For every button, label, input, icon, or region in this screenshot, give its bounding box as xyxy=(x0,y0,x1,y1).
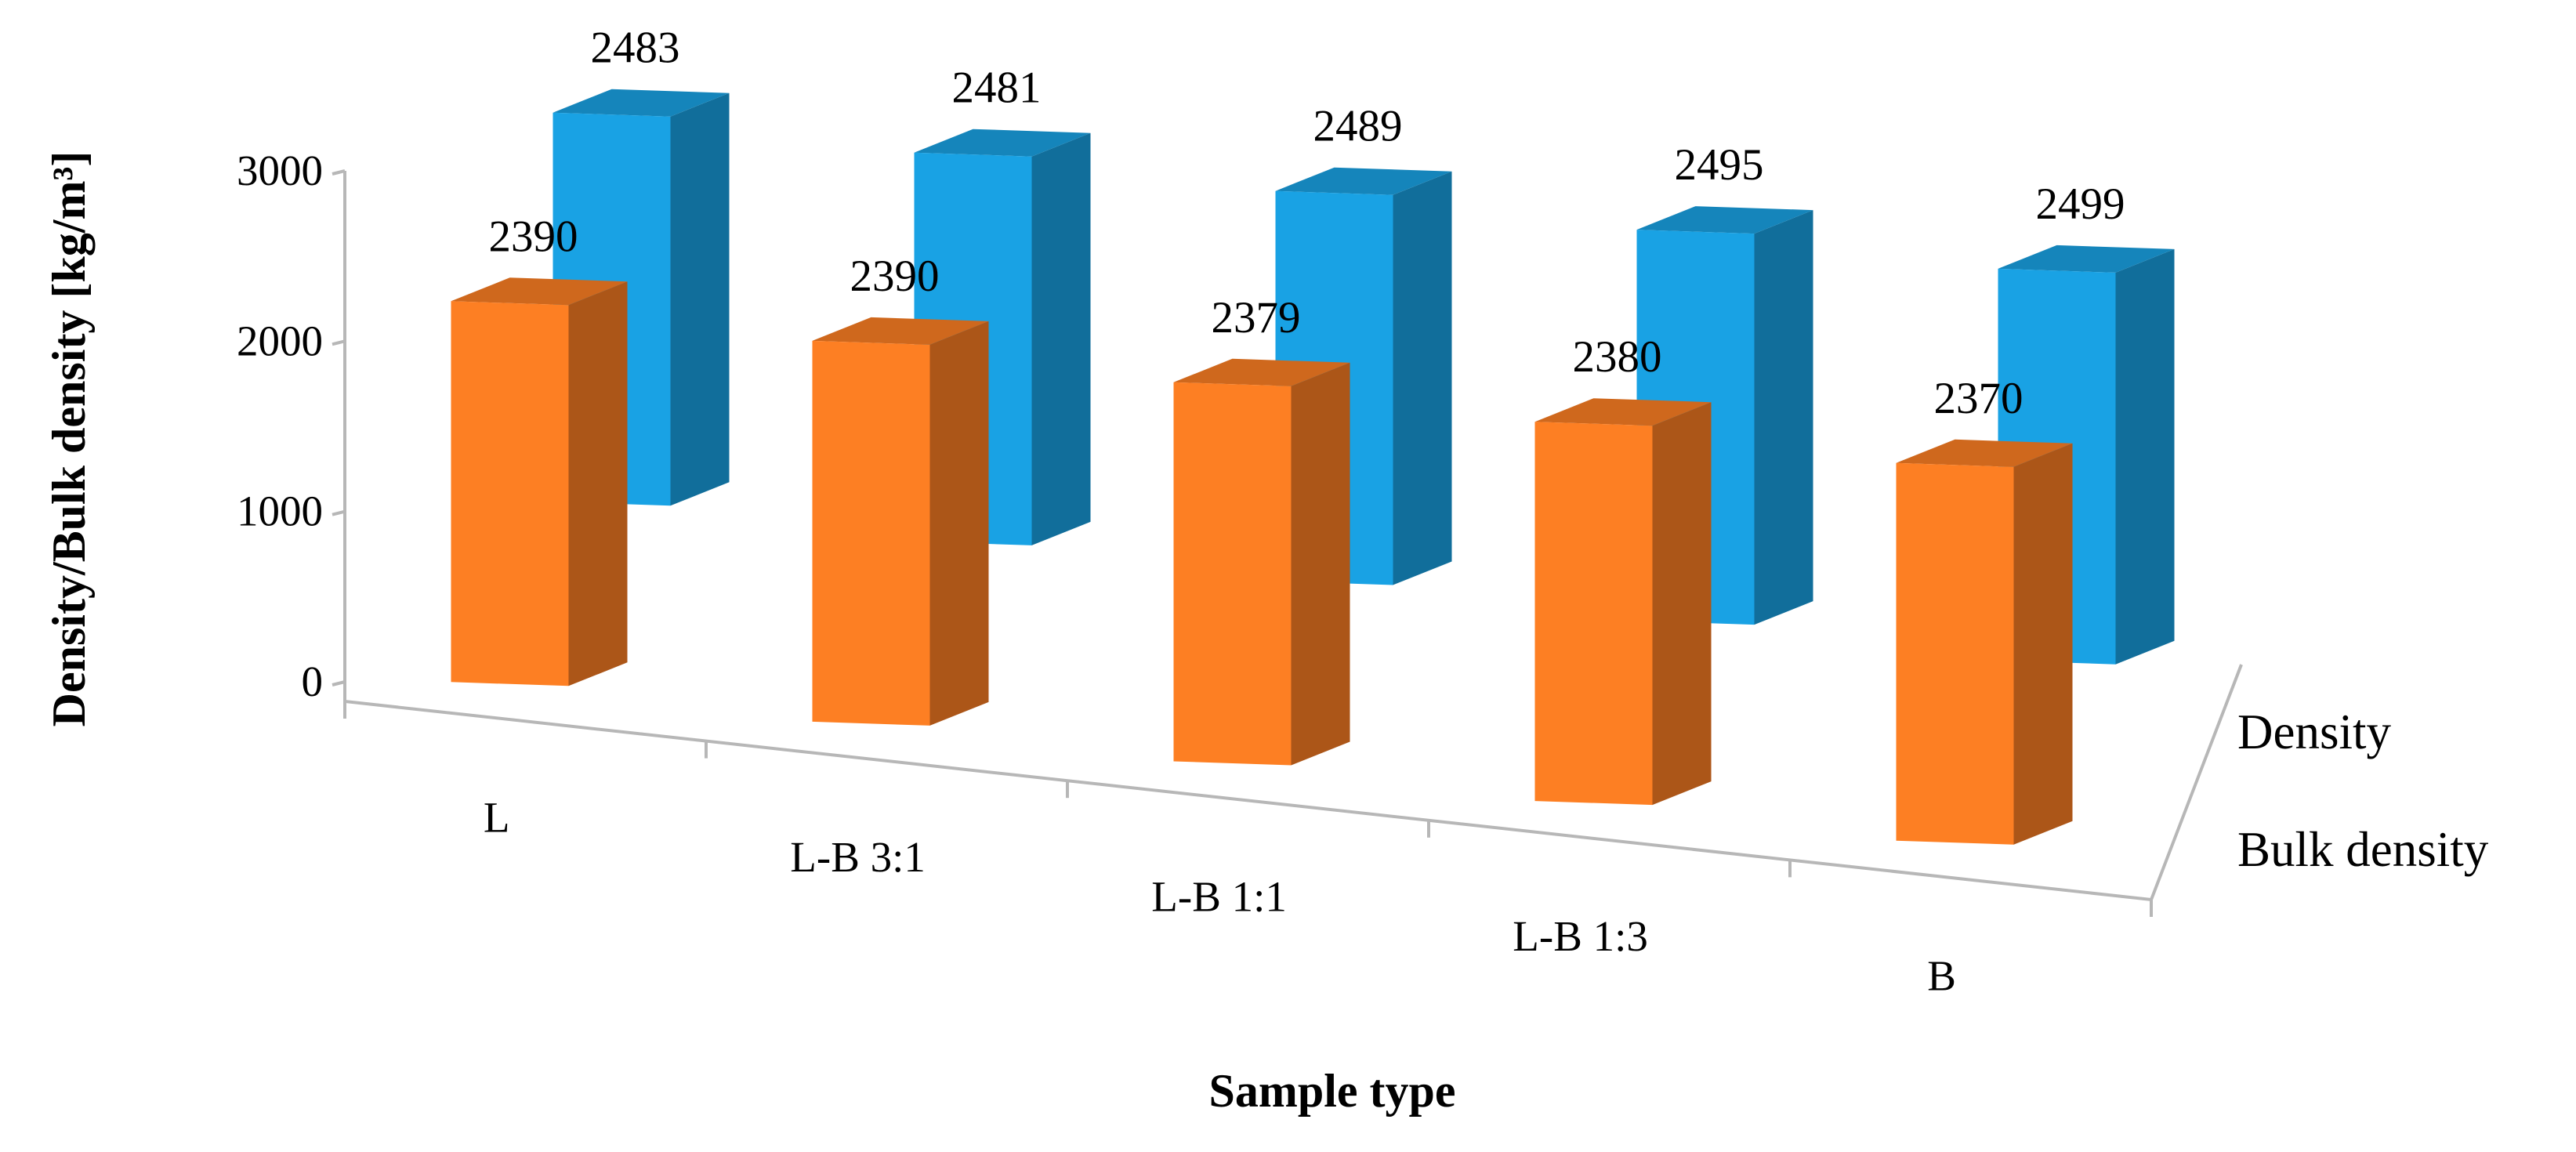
floor-outline xyxy=(343,664,2243,902)
y-tick-label: 2000 xyxy=(237,317,323,364)
bulk-density-bar-l-b-3-1-top xyxy=(812,317,989,345)
y-tick xyxy=(332,169,346,176)
density-bar-l-b-1-1-top xyxy=(1275,167,1452,195)
bulk-density-value-label: 2390 xyxy=(850,252,940,301)
bulk-density-bar-b xyxy=(1896,462,2014,845)
y-tick-label: 0 xyxy=(302,658,324,705)
category-label: L xyxy=(484,793,510,841)
density-bar-l-b-3-1-top xyxy=(914,129,1091,157)
bulk-density-series xyxy=(451,277,2073,845)
density-value-label: 2483 xyxy=(591,24,680,73)
chart-labels: 0 1000 2000 3000 2483 2481 2489 2495 2499 2390 239… xyxy=(237,24,2489,1000)
bulk-density-value-label: 2379 xyxy=(1212,293,1301,342)
y-tick-label: 1000 xyxy=(237,487,323,535)
density-value-label: 2499 xyxy=(2036,179,2125,229)
density-bar-l-top xyxy=(553,89,730,117)
category-label: L-B 1:1 xyxy=(1151,872,1287,920)
category-label: B xyxy=(1927,952,1956,1000)
y-tick-label: 3000 xyxy=(237,147,323,194)
chart-floor xyxy=(332,169,2243,917)
density-bar-l-b-3-1-side xyxy=(1031,132,1091,545)
bulk-density-value-label: 2390 xyxy=(489,212,578,261)
density-bar-b-side xyxy=(2115,248,2175,665)
density-value-label: 2481 xyxy=(952,63,1042,113)
bulk-density-value-label: 2370 xyxy=(1934,374,2023,423)
density-value-label: 2495 xyxy=(1675,140,1764,190)
y-tick xyxy=(332,509,346,516)
density-bar-l-side xyxy=(670,92,730,506)
bulk-density-bar-l-b-1-1 xyxy=(1173,382,1292,766)
bulk-density-bar-l-b-1-1-side xyxy=(1291,362,1350,766)
category-label: L-B 1:3 xyxy=(1513,912,1648,960)
bulk-density-bar-l-b-3-1 xyxy=(812,340,930,726)
density-bar-l-b-1-1-side xyxy=(1393,171,1452,585)
bulk-density-bar-l-b-1-3-top xyxy=(1534,398,1712,426)
category-label: L-B 3:1 xyxy=(790,833,926,881)
density-value-label: 2489 xyxy=(1313,102,1403,151)
bulk-density-bar-b-side xyxy=(2013,443,2073,845)
y-tick xyxy=(332,339,346,346)
density-bar-l-b-1-3-top xyxy=(1636,206,1813,234)
x-axis-title: Sample type xyxy=(1209,1065,1456,1117)
bulk-density-bar-l-b-1-1-top xyxy=(1173,358,1350,386)
bulk-density-bar-l-side xyxy=(568,281,628,686)
y-tick xyxy=(332,680,346,686)
bulk-density-bar-l-b-1-3 xyxy=(1534,422,1653,806)
density-bar-l-b-1-3-side xyxy=(1754,210,1813,625)
density-bar-b-top xyxy=(1998,245,2175,273)
bulk-density-bar-l-top xyxy=(451,277,628,306)
bulk-density-bar-l-b-1-3-side xyxy=(1652,402,1712,806)
bulk-density-bar-l xyxy=(451,301,569,686)
bulk-density-value-label: 2380 xyxy=(1573,332,1662,382)
y-axis-title: Density/Bulk density [kg/m³] xyxy=(43,151,95,727)
bulk-density-bar-l-b-3-1-side xyxy=(929,321,989,726)
bulk-density-bar-b-top xyxy=(1896,439,2073,467)
series-label-bulk-density: Bulk density xyxy=(2237,822,2489,877)
series-label-density: Density xyxy=(2237,705,2391,759)
